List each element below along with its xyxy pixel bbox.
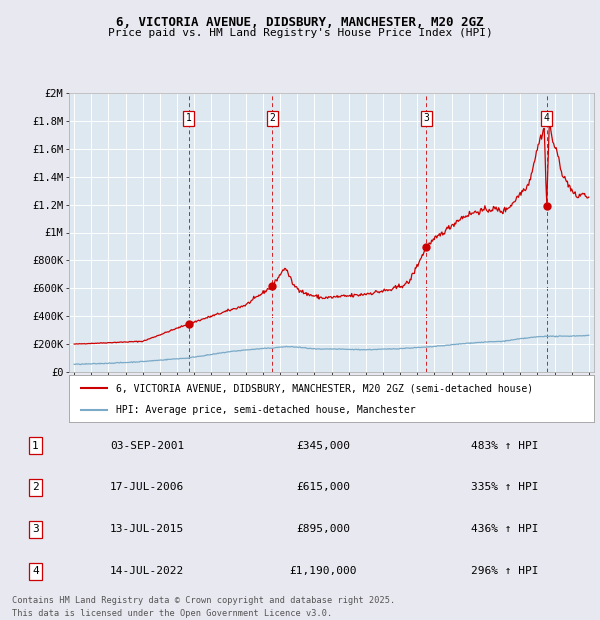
Text: £615,000: £615,000: [296, 482, 350, 492]
Text: Price paid vs. HM Land Registry's House Price Index (HPI): Price paid vs. HM Land Registry's House …: [107, 28, 493, 38]
Text: 4: 4: [32, 566, 39, 576]
Text: 2: 2: [269, 113, 275, 123]
Text: 03-SEP-2001: 03-SEP-2001: [110, 441, 184, 451]
Text: 17-JUL-2006: 17-JUL-2006: [110, 482, 184, 492]
Text: HPI: Average price, semi-detached house, Manchester: HPI: Average price, semi-detached house,…: [116, 405, 416, 415]
Text: 14-JUL-2022: 14-JUL-2022: [110, 566, 184, 576]
Text: £895,000: £895,000: [296, 525, 350, 534]
Text: 3: 3: [32, 525, 39, 534]
Text: 1: 1: [32, 441, 39, 451]
Text: 296% ↑ HPI: 296% ↑ HPI: [470, 566, 538, 576]
Text: 335% ↑ HPI: 335% ↑ HPI: [470, 482, 538, 492]
Text: 436% ↑ HPI: 436% ↑ HPI: [470, 525, 538, 534]
Text: 13-JUL-2015: 13-JUL-2015: [110, 525, 184, 534]
Text: 3: 3: [424, 113, 430, 123]
Text: 2: 2: [32, 482, 39, 492]
Text: 6, VICTORIA AVENUE, DIDSBURY, MANCHESTER, M20 2GZ: 6, VICTORIA AVENUE, DIDSBURY, MANCHESTER…: [116, 16, 484, 29]
Text: This data is licensed under the Open Government Licence v3.0.: This data is licensed under the Open Gov…: [12, 609, 332, 618]
Text: 483% ↑ HPI: 483% ↑ HPI: [470, 441, 538, 451]
Text: Contains HM Land Registry data © Crown copyright and database right 2025.: Contains HM Land Registry data © Crown c…: [12, 596, 395, 606]
Text: £1,190,000: £1,190,000: [290, 566, 357, 576]
Text: £345,000: £345,000: [296, 441, 350, 451]
Text: 4: 4: [544, 113, 550, 123]
Text: 1: 1: [185, 113, 191, 123]
Text: 6, VICTORIA AVENUE, DIDSBURY, MANCHESTER, M20 2GZ (semi-detached house): 6, VICTORIA AVENUE, DIDSBURY, MANCHESTER…: [116, 383, 533, 393]
